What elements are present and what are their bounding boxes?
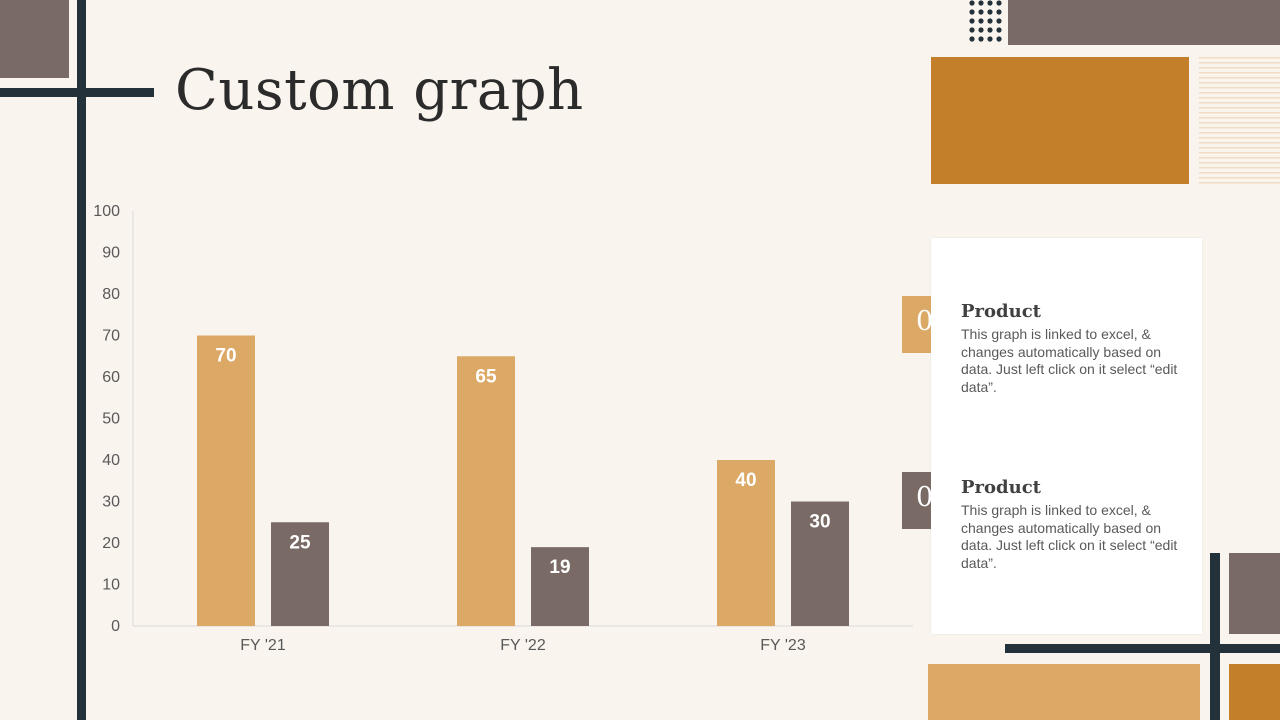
page-title: Custom graph	[175, 58, 584, 123]
legend-number-box-2: 02	[902, 472, 949, 529]
deco-orange-block	[931, 57, 1189, 184]
y-tick-label: 90	[102, 245, 120, 262]
deco-top-right-gray-bar	[1008, 0, 1280, 45]
y-tick-label: 70	[102, 328, 120, 345]
y-tick-label: 20	[102, 535, 120, 552]
bar-value-label: 40	[735, 470, 756, 491]
legend-title-1: Product	[961, 301, 1041, 322]
y-tick-label: 50	[102, 411, 120, 428]
legend-card	[931, 238, 1202, 634]
legend-number-2: 02	[916, 482, 949, 513]
deco-bottom-orange-square	[1229, 664, 1280, 720]
bar-value-label: 30	[809, 512, 830, 533]
bar	[271, 522, 329, 626]
bar	[457, 356, 515, 626]
bar-value-label: 19	[549, 557, 570, 578]
bar-value-label: 70	[215, 346, 236, 367]
bar	[717, 460, 775, 626]
deco-left-horizontal-bar	[0, 88, 154, 97]
deco-bottom-tan-bar	[928, 664, 1200, 720]
y-tick-label: 60	[102, 369, 120, 386]
x-tick-label: FY '21	[240, 637, 286, 654]
x-tick-label: FY '23	[760, 637, 806, 654]
legend-number-1: 01	[916, 306, 949, 337]
bar-value-label: 25	[289, 532, 311, 553]
legend-description-1: This graph is linked to excel, & changes…	[961, 326, 1178, 395]
bar-chart: 0 10 20 30 40 50 60 70 80 90 100 70 25 FY '21 65 19 FY '…	[93, 203, 913, 654]
bar	[197, 335, 255, 626]
bar-value-label: 65	[475, 366, 497, 387]
y-tick-label: 0	[111, 618, 120, 635]
bar	[531, 547, 589, 626]
deco-bottom-right-vertical-bar	[1210, 553, 1220, 720]
bar	[791, 501, 849, 626]
x-tick-label: FY '22	[500, 637, 546, 654]
y-tick-label: 30	[102, 494, 120, 511]
legend-title-2: Product	[961, 477, 1041, 498]
y-tick-label: 80	[102, 286, 120, 303]
deco-left-vertical-bar	[77, 0, 86, 720]
legend-number-box-1: 01	[902, 296, 949, 353]
deco-bottom-right-horizontal-bar	[1005, 644, 1280, 653]
y-tick-label: 100	[93, 203, 120, 220]
legend-description-2: This graph is linked to excel, & changes…	[961, 502, 1178, 571]
deco-bottom-right-gray-square	[1229, 553, 1280, 634]
y-tick-label: 40	[102, 452, 120, 469]
deco-top-left-square	[0, 0, 69, 78]
deco-striped-block	[1199, 57, 1280, 184]
deco-dot-grid	[969, 0, 1002, 42]
y-tick-label: 10	[102, 577, 120, 594]
